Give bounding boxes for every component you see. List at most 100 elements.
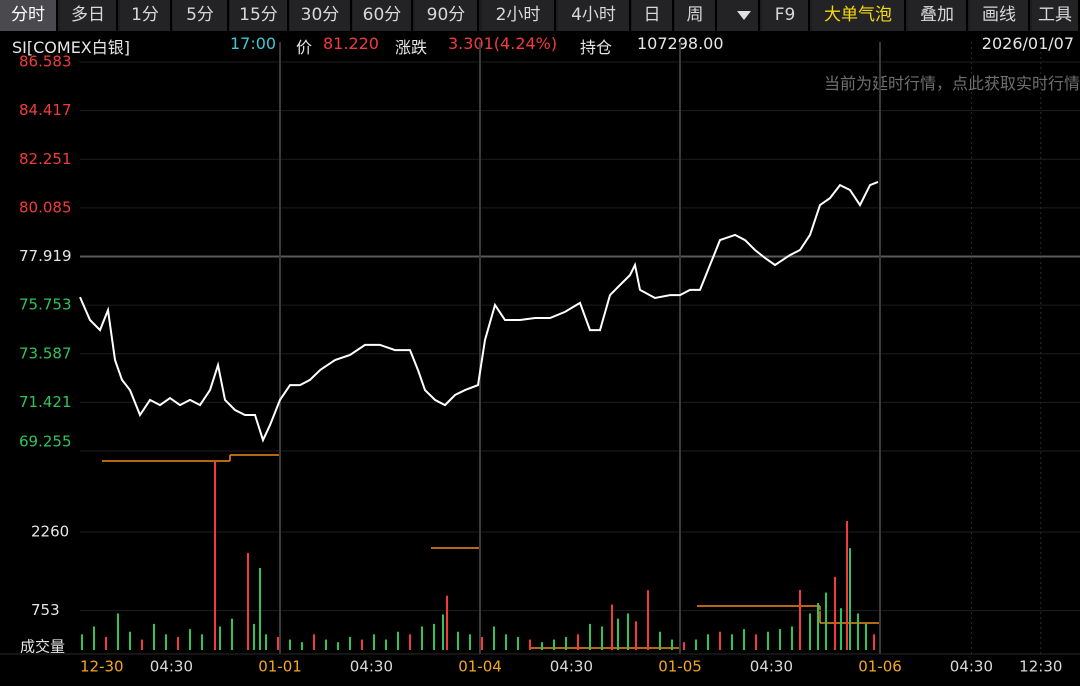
tool-tab[interactable]: 大单气泡 [812,0,906,31]
y-tick-label: 80.085 [19,198,72,216]
volume-bar [731,634,733,650]
x-tick-label: 01-05 [658,658,702,676]
volume-bar [201,634,203,650]
tool-tab[interactable]: F9 [762,0,810,31]
period-tab[interactable]: 15分 [230,0,289,31]
delay-notice[interactable]: 当前为延时行情，点此获取实时行情 [823,74,1080,93]
period-tab[interactable]: 60分 [353,0,413,31]
tool-tab[interactable]: 画线 [970,0,1030,31]
volume-bar [289,639,291,650]
period-tab[interactable]: 周 [675,0,717,31]
volume-bar [373,634,375,650]
volume-bar [397,631,399,650]
price: 81.220 [323,34,379,53]
period-tab[interactable]: 30分 [290,0,352,31]
volume-tick-label: 753 [31,601,60,619]
volume-bar [707,634,709,650]
volume-bar [834,576,836,650]
volume-bar [817,603,819,650]
volume-bar [755,634,757,650]
volume-bar [433,623,435,650]
volume-bar [247,552,249,650]
change-label: 涨跌 [395,38,428,57]
x-tick-label: 12-30 [80,658,124,676]
toolbar: 分时 多日 1分 5分 15分 30分 60分 90分 2小时 4小时日周 F9 大单气泡 叠加 画线 工具 [0,0,1080,31]
y-tick-label: 77.919 [19,247,72,265]
volume-bar [446,595,448,650]
more-tab[interactable] [717,0,760,31]
tool-tab[interactable]: 叠加 [908,0,968,31]
volume-bar [849,548,851,650]
price-label: 价 [296,38,313,57]
volume-bar [469,634,471,650]
tool-tab[interactable]: 工具 [1032,0,1080,31]
y-tick-label: 82.251 [19,150,72,168]
y-tick-label: 69.255 [19,433,72,451]
volume-bar [493,626,495,650]
volume-bar [349,636,351,650]
period-tab[interactable]: 4小时 [558,0,631,31]
period-tab[interactable]: 多日 [60,0,118,31]
volume-bar [337,642,339,650]
volume-bar [325,639,327,650]
volume-bar [81,634,83,650]
volume-bar [647,590,649,650]
volume-bar [659,631,661,650]
time: 17:00 [230,34,277,53]
volume-label: 成交量 [20,638,65,656]
volume-bar [93,626,95,650]
symbol: SI[COMEX白银] [12,38,131,57]
x-tick-label: 01-04 [458,658,502,676]
volume-bar [695,639,697,650]
volume-bar [409,634,411,650]
x-tick-label: 04:30 [350,658,393,676]
volume-bar [553,639,555,650]
y-tick-label: 73.587 [19,344,72,362]
volume-bar [129,631,131,650]
volume-bar [105,636,107,650]
volume-bar [177,636,179,650]
volume-bar [791,626,793,650]
period-tab[interactable]: 1分 [120,0,172,31]
volume-bar [577,634,579,650]
volume-bar [601,626,603,650]
date: 2026/01/07 [981,34,1074,53]
period-tab[interactable]: 日 [632,0,674,31]
y-tick-label: 71.421 [19,393,72,411]
volume-bar [189,629,191,650]
volume-bar [627,613,629,650]
volume-bar [313,634,315,650]
period-tab[interactable]: 分时 [0,0,58,31]
volume-bar [846,521,848,650]
volume-bar [865,623,867,650]
volume-bar [565,636,567,650]
volume-bar [541,642,543,650]
volume-bar [301,642,303,650]
price-line [79,180,879,443]
period-tab[interactable]: 90分 [415,0,479,31]
oi-label: 持仓 [580,38,613,57]
volume-bar [505,634,507,650]
volume-bar [857,613,859,650]
x-tick-label: 04:30 [750,658,793,676]
volume-tick-label: 2260 [31,522,69,540]
volume-bar [141,639,143,650]
volume-bar [277,636,279,650]
volume-bar [611,604,613,650]
volume-bar [214,462,216,650]
volume-bar [421,626,423,650]
volume-bar [529,639,531,650]
volume-bar [779,629,781,650]
period-tab[interactable]: 5分 [173,0,229,31]
volume-bar [809,613,811,650]
volume-bar [361,639,363,650]
volume-bar [219,626,221,650]
volume-bar [635,621,637,650]
x-tick-label: 04:30 [150,658,193,676]
x-tick-label: 12:30 [1019,658,1062,676]
volume-bar [153,623,155,650]
period-tab[interactable]: 2小时 [482,0,556,31]
volume-bar [873,634,875,650]
